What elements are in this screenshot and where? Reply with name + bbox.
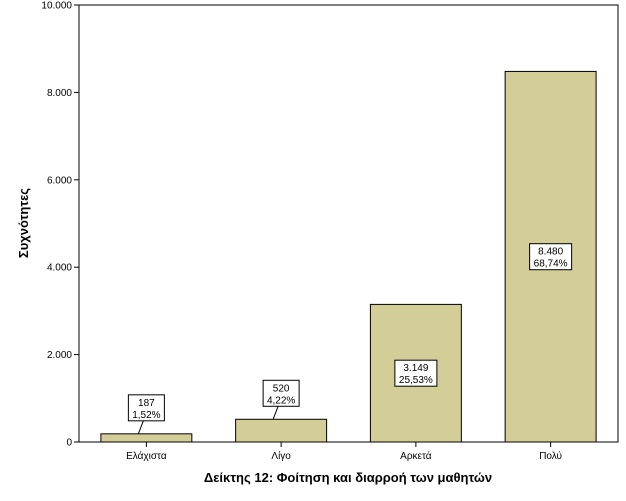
x-axis-title: Δείκτης 12: Φοίτηση και διαρροή των μαθη… bbox=[204, 470, 492, 485]
data-label-count: 3.149 bbox=[403, 363, 428, 374]
y-axis: 0 2.000 4.000 6.000 8.000 10.000 bbox=[41, 1, 79, 449]
data-label-count: 520 bbox=[273, 383, 290, 394]
data-label-count: 187 bbox=[138, 398, 155, 409]
x-tick-label: Πολύ bbox=[539, 450, 562, 462]
bar bbox=[235, 418, 328, 443]
y-axis-title: Συχνότητες bbox=[16, 188, 31, 258]
data-label-percent: 4,22% bbox=[267, 395, 295, 406]
data-label-percent: 68,74% bbox=[534, 259, 568, 270]
data-label-box bbox=[394, 359, 438, 387]
data-label-box bbox=[262, 379, 300, 407]
leader-line bbox=[137, 420, 144, 435]
data-label-box bbox=[127, 394, 165, 422]
y-tick-label: 8.000 bbox=[47, 88, 72, 99]
data-label-count: 8.480 bbox=[538, 247, 563, 258]
x-tick-label: Αρκετά bbox=[400, 450, 432, 462]
bar bbox=[100, 433, 193, 443]
x-axis: Ελάχιστα Λίγο Αρκετά Πολύ bbox=[126, 442, 562, 462]
x-tick-label: Ελάχιστα bbox=[126, 450, 167, 462]
data-label-percent: 25,53% bbox=[399, 375, 433, 386]
leader-line bbox=[272, 406, 279, 420]
y-tick-label: 4.000 bbox=[47, 263, 72, 274]
data-label-percent: 1,52% bbox=[132, 410, 160, 421]
y-tick-label: 0 bbox=[66, 438, 72, 449]
y-tick-label: 2.000 bbox=[47, 350, 72, 361]
x-tick-label: Λίγο bbox=[271, 450, 291, 462]
y-tick-label: 6.000 bbox=[47, 175, 72, 186]
data-label-box bbox=[529, 243, 573, 271]
y-tick-label: 10.000 bbox=[41, 1, 72, 12]
